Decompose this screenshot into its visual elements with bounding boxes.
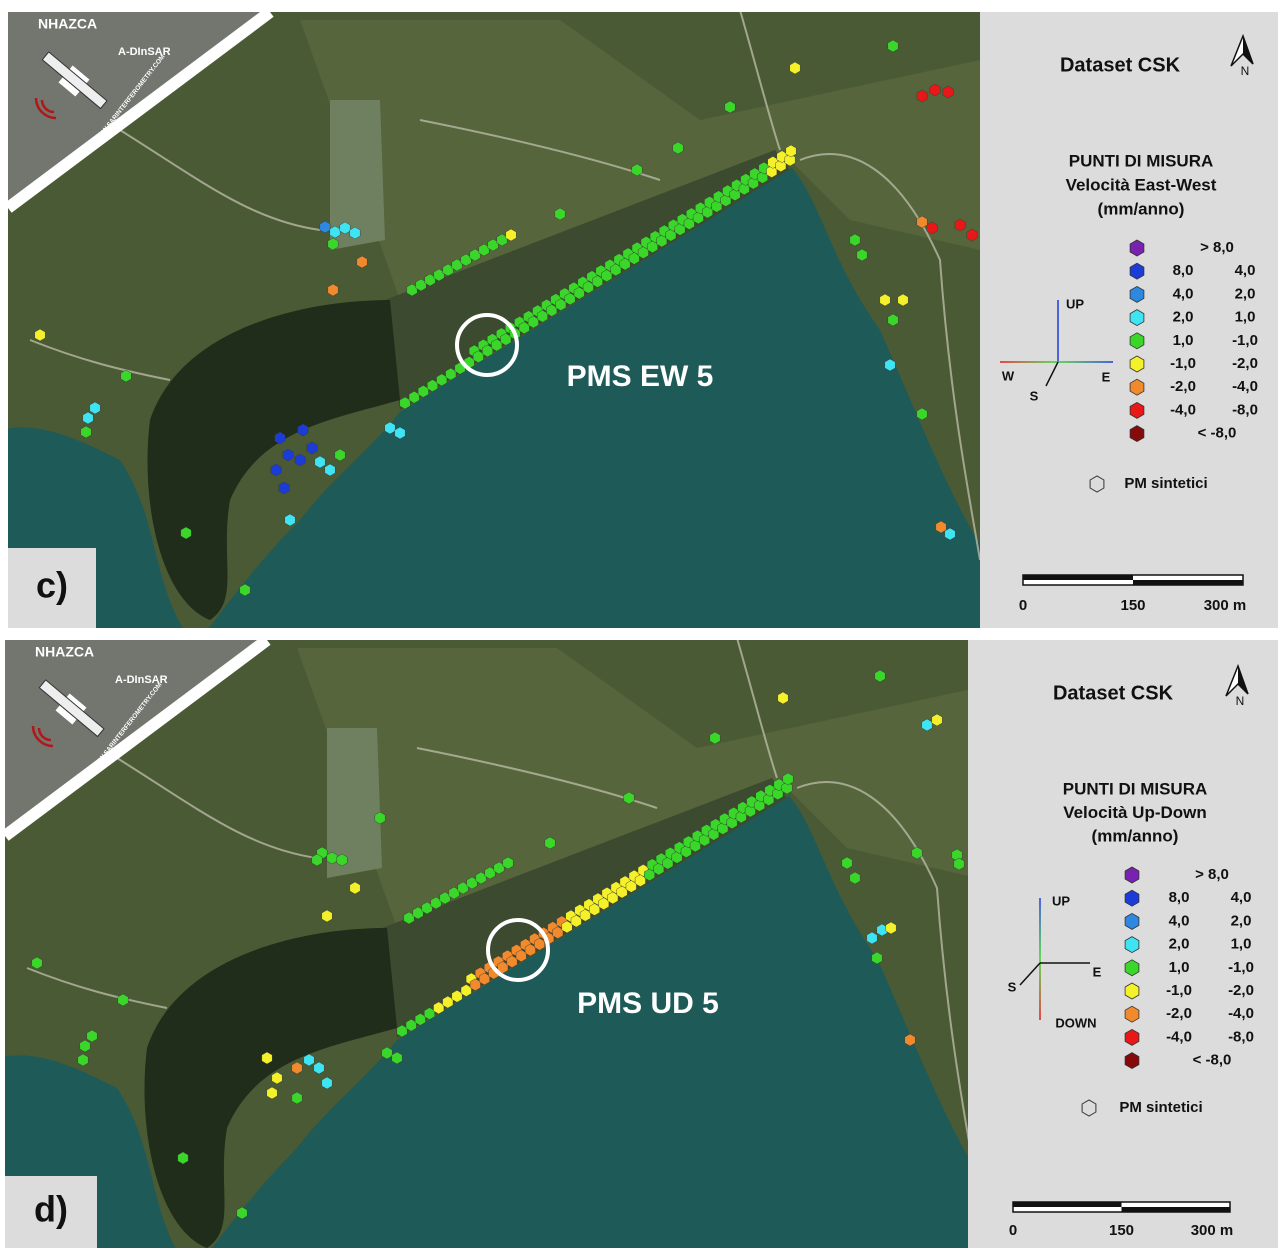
scale-bar-fill	[1013, 1202, 1122, 1207]
legend-from: 4,0	[1173, 285, 1194, 302]
scale-bar-fill	[1133, 580, 1243, 585]
axis-label: UP	[1066, 296, 1084, 311]
legend-swatch	[1125, 913, 1139, 929]
scale-label: 300 m	[1204, 597, 1247, 614]
north-label: N	[1236, 694, 1245, 708]
field	[330, 100, 385, 250]
legend-swatch	[1130, 333, 1144, 349]
legend-swatch	[1125, 983, 1139, 999]
scale-label: 150	[1109, 1222, 1134, 1239]
legend-label: < -8,0	[1193, 1052, 1232, 1069]
annotation: PMS UD 5	[577, 987, 719, 1020]
legend-swatch	[1125, 960, 1139, 976]
legend-from: -4,0	[1170, 401, 1196, 418]
legend-swatch	[1130, 426, 1144, 442]
legend-unit: (mm/anno)	[1098, 199, 1185, 218]
legend-swatch	[1125, 1053, 1139, 1069]
legend-from: 8,0	[1169, 889, 1190, 906]
legend-label: > 8,0	[1195, 866, 1229, 883]
legend-swatch	[1125, 937, 1139, 953]
dataset-title: Dataset CSK	[1060, 54, 1181, 76]
figure: NHAZCAA-DInSARWWW.SARINTERFEROMETRY.COMc…	[0, 0, 1278, 1248]
legend-to: 1,0	[1231, 936, 1252, 953]
scale-bar-fill	[1023, 575, 1133, 580]
panel-label: c)	[36, 565, 68, 606]
legend-to: -8,0	[1232, 401, 1258, 418]
legend-to: 2,0	[1235, 285, 1256, 302]
legend-to: -4,0	[1228, 1005, 1254, 1022]
legend-swatch	[1125, 867, 1139, 883]
legend-subtitle: Velocità East-West	[1066, 175, 1217, 194]
legend-from: -1,0	[1166, 982, 1192, 999]
legend-to: -1,0	[1232, 332, 1258, 349]
legend-from: 4,0	[1169, 912, 1190, 929]
logo-brand: NHAZCA	[38, 16, 97, 32]
legend-swatch	[1125, 1006, 1139, 1022]
scale-label: 0	[1019, 597, 1027, 614]
legend-from: -1,0	[1170, 355, 1196, 372]
axis-label: S	[1030, 388, 1039, 403]
page: {"panels": [ {"label": "c)", "logo": {"b…	[0, 0, 1278, 1248]
legend-to: -8,0	[1228, 1028, 1254, 1045]
legend-swatch	[1130, 379, 1144, 395]
legend-from: 1,0	[1173, 332, 1194, 349]
synthetic-label: PM sintetici	[1119, 1099, 1202, 1116]
legend-to: -1,0	[1228, 959, 1254, 976]
axis-label: W	[1002, 368, 1015, 383]
logo-brand: NHAZCA	[35, 644, 94, 660]
legend-to: -2,0	[1228, 982, 1254, 999]
scale-label: 300 m	[1191, 1222, 1234, 1239]
legend-swatch	[1125, 890, 1139, 906]
dataset-title: Dataset CSK	[1053, 682, 1174, 704]
legend-from: -4,0	[1166, 1028, 1192, 1045]
axis-label: E	[1102, 369, 1111, 384]
scale-label: 0	[1009, 1222, 1017, 1239]
legend-from: 8,0	[1173, 262, 1194, 279]
legend-swatch	[1130, 240, 1144, 256]
legend-to: -4,0	[1232, 378, 1258, 395]
legend-title: PUNTI DI MISURA	[1063, 779, 1208, 798]
legend-swatch	[1130, 402, 1144, 418]
legend-label: > 8,0	[1200, 239, 1234, 256]
annotation: PMS EW 5	[567, 360, 714, 393]
scale-bar-fill	[1122, 1207, 1231, 1212]
legend-from: 1,0	[1169, 959, 1190, 976]
axis-label: UP	[1052, 893, 1070, 908]
legend-title: PUNTI DI MISURA	[1069, 151, 1214, 170]
legend-unit: (mm/anno)	[1092, 826, 1179, 845]
legend-swatch	[1130, 286, 1144, 302]
legend-swatch	[1125, 1029, 1139, 1045]
legend-from: -2,0	[1166, 1005, 1192, 1022]
legend-swatch	[1130, 310, 1144, 326]
legend-to: 4,0	[1231, 889, 1252, 906]
legend-subtitle: Velocità Up-Down	[1063, 803, 1207, 822]
legend-swatch	[1130, 356, 1144, 372]
legend-from: 2,0	[1173, 309, 1194, 326]
legend-from: 2,0	[1169, 936, 1190, 953]
axis-label: DOWN	[1055, 1015, 1096, 1030]
legend-to: 1,0	[1235, 309, 1256, 326]
legend-to: 2,0	[1231, 912, 1252, 929]
north-label: N	[1241, 64, 1250, 78]
panel-label: d)	[34, 1189, 68, 1230]
legend-from: -2,0	[1170, 378, 1196, 395]
legend-background	[980, 12, 1278, 628]
legend-swatch	[1130, 263, 1144, 279]
axis-label: E	[1093, 964, 1102, 979]
axis-label: S	[1008, 979, 1017, 994]
scale-label: 150	[1120, 597, 1145, 614]
legend-label: < -8,0	[1198, 425, 1237, 442]
legend-to: -2,0	[1232, 355, 1258, 372]
synthetic-label: PM sintetici	[1124, 475, 1207, 492]
legend-to: 4,0	[1235, 262, 1256, 279]
